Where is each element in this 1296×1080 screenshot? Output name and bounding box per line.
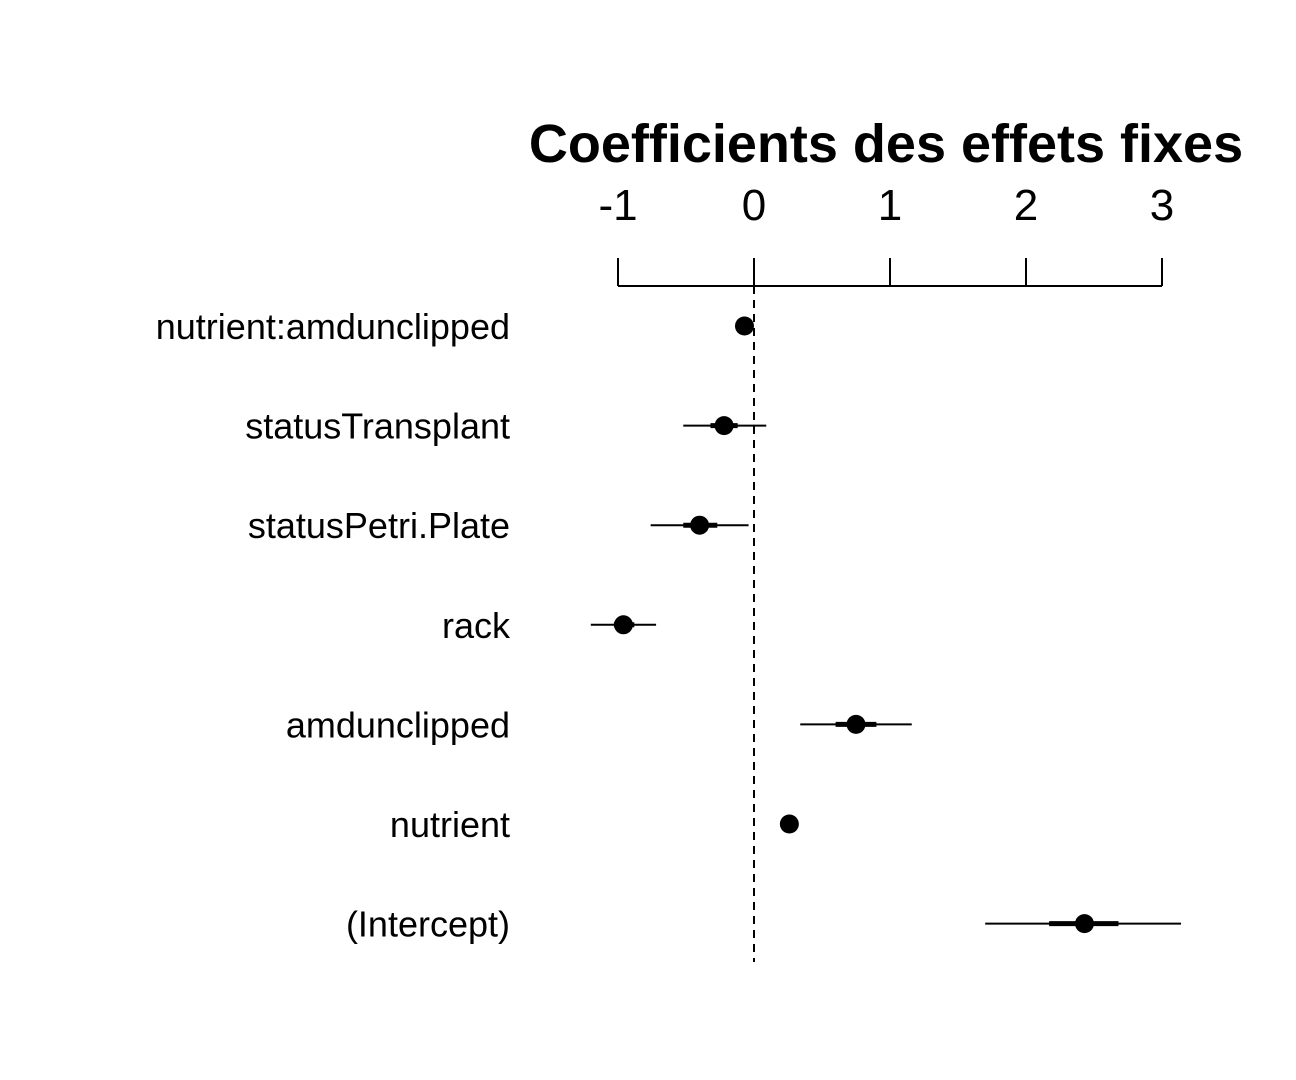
estimate-point	[846, 714, 866, 734]
estimate-point	[714, 416, 734, 436]
row-label: statusTransplant	[245, 406, 510, 447]
chart-title: Coefficients des effets fixes	[529, 114, 1243, 174]
coefficient-row: nutrient:amdunclipped	[156, 306, 754, 347]
estimate-point	[734, 316, 754, 336]
estimate-point	[690, 515, 710, 535]
top-axis: -1 0 1 2 3	[598, 181, 1174, 287]
coefficient-row: rack	[442, 605, 657, 646]
estimate-point	[779, 814, 799, 834]
row-label: amdunclipped	[286, 704, 510, 745]
axis-tick-label: 1	[878, 181, 902, 230]
estimate-point	[613, 615, 633, 635]
row-label: nutrient:amdunclipped	[156, 306, 510, 347]
axis-tick-label: 0	[742, 181, 766, 230]
coefficient-rows: nutrient:amdunclipped statusTransplant sta…	[156, 306, 1182, 945]
coefficient-row: amdunclipped	[286, 704, 912, 745]
row-label: (Intercept)	[346, 904, 510, 945]
axis-tick-label: 2	[1014, 181, 1038, 230]
row-label: rack	[442, 605, 511, 646]
estimate-point	[1074, 914, 1094, 934]
row-label: nutrient	[390, 804, 510, 845]
coefficient-row: nutrient	[390, 804, 799, 845]
coefficient-row: statusTransplant	[245, 406, 767, 447]
row-label: statusPetri.Plate	[248, 505, 510, 546]
coefficient-row: (Intercept)	[346, 904, 1182, 945]
coefficient-row: statusPetri.Plate	[248, 505, 749, 546]
axis-tick-label: 3	[1150, 181, 1174, 230]
axis-tick-label: -1	[598, 181, 637, 230]
